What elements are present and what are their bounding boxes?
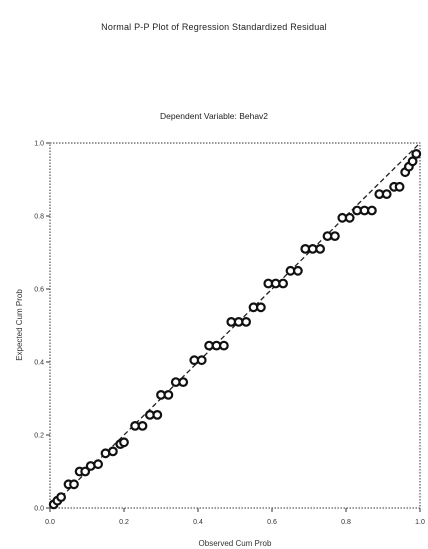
points-layer [48, 148, 422, 510]
data-point [241, 317, 252, 327]
data-point [69, 479, 79, 490]
data-point [107, 446, 118, 457]
y-tick-label: 0.2 [34, 433, 44, 440]
data-point [381, 189, 392, 200]
reference-line-layer [49, 142, 421, 509]
data-point [196, 355, 207, 366]
chart-subtitle: Dependent Variable: Behav2 [159, 111, 269, 121]
x-tick-label: 0.0 [45, 519, 55, 526]
chart-title: Normal P-P Plot of Regression Standardiz… [101, 22, 327, 32]
x-tick-label: 0.8 [341, 519, 351, 526]
plot-frame [49, 142, 421, 509]
data-point [315, 243, 326, 254]
reference-line [49, 142, 421, 509]
data-point [256, 302, 266, 313]
y-tick-label: 0.6 [34, 287, 44, 294]
data-point [137, 421, 148, 431]
data-point [80, 466, 91, 477]
x-tick-label: 0.4 [193, 519, 203, 526]
x-axis-label: Observed Cum Prob [199, 539, 272, 548]
data-point [178, 377, 189, 388]
data-point [411, 148, 422, 159]
data-point [152, 410, 163, 420]
data-point [163, 390, 174, 400]
x-tick-label: 0.6 [267, 519, 277, 526]
data-point [293, 265, 303, 276]
data-point [367, 205, 377, 216]
data-point [278, 278, 289, 289]
data-point [394, 181, 405, 192]
y-axis-label: Expected Cum Prob [15, 289, 24, 361]
data-point [407, 156, 418, 167]
data-point [93, 459, 103, 470]
ticks-layer: 0.0 0.2 0.4 0.6 0.8 1.0 0.0 0.2 0.4 0.6 0.8 1.0 [34, 141, 425, 527]
x-tick-label: 0.2 [119, 519, 129, 526]
y-tick-label: 0.0 [34, 506, 44, 513]
data-point [119, 437, 129, 448]
data-point [56, 492, 66, 503]
x-tick-label: 1.0 [415, 519, 425, 526]
y-tick-label: 0.8 [34, 214, 44, 221]
data-point [218, 340, 229, 351]
y-tick-label: 0.4 [34, 360, 44, 367]
data-point [330, 231, 340, 242]
data-point [344, 212, 355, 223]
y-tick-label: 1.0 [34, 141, 44, 148]
